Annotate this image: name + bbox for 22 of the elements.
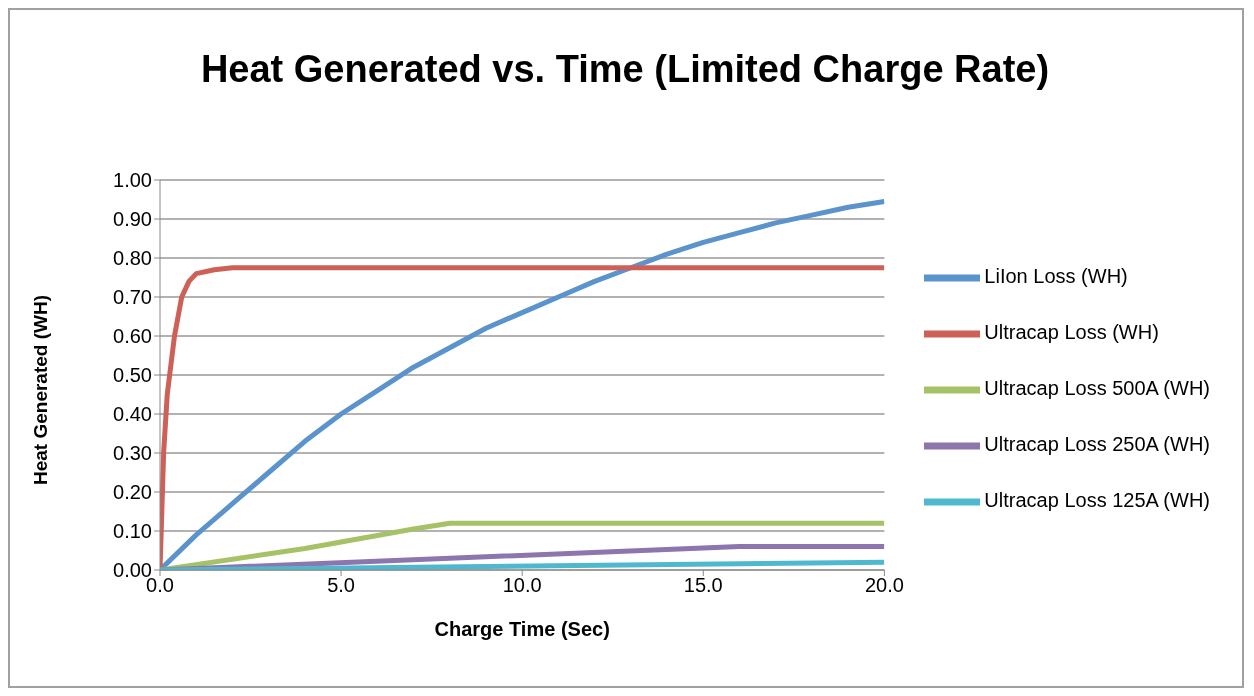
x-tick-label: 5.0	[327, 574, 355, 597]
y-axis-title: Heat Generated (WH)	[29, 294, 51, 485]
chart-title: Heat Generated vs. Time (Limited Charge Rate)	[199, 48, 1051, 91]
y-tick-label: 0.70	[113, 286, 152, 309]
y-tick-label: 0.50	[113, 364, 152, 387]
y-tick-label: 0.30	[113, 442, 152, 465]
legend-label: Ultracap Loss 250A (WH)	[984, 433, 1210, 456]
y-tick-label: 0.80	[113, 247, 152, 270]
legend-label: Ultracap Loss (WH)	[984, 321, 1159, 344]
x-tick-label: 10.0	[502, 574, 542, 597]
y-tick-label: 0.20	[113, 481, 152, 504]
legend-label: LiIon Loss (WH)	[984, 265, 1128, 288]
y-tick-label: 0.60	[113, 325, 152, 348]
y-tick-label: 1.00	[113, 169, 152, 192]
y-tick-label: 0.40	[113, 403, 152, 426]
y-tick-label: 0.10	[113, 520, 152, 543]
x-tick-label: 20.0	[864, 574, 904, 597]
legend-label: Ultracap Loss 125A (WH)	[984, 489, 1210, 512]
legend-label: Ultracap Loss 500A (WH)	[984, 377, 1210, 400]
y-tick-label: 0.90	[113, 208, 152, 231]
x-tick-label: 15.0	[683, 574, 723, 597]
x-axis-title: Charge Time (Sec)	[434, 618, 610, 640]
